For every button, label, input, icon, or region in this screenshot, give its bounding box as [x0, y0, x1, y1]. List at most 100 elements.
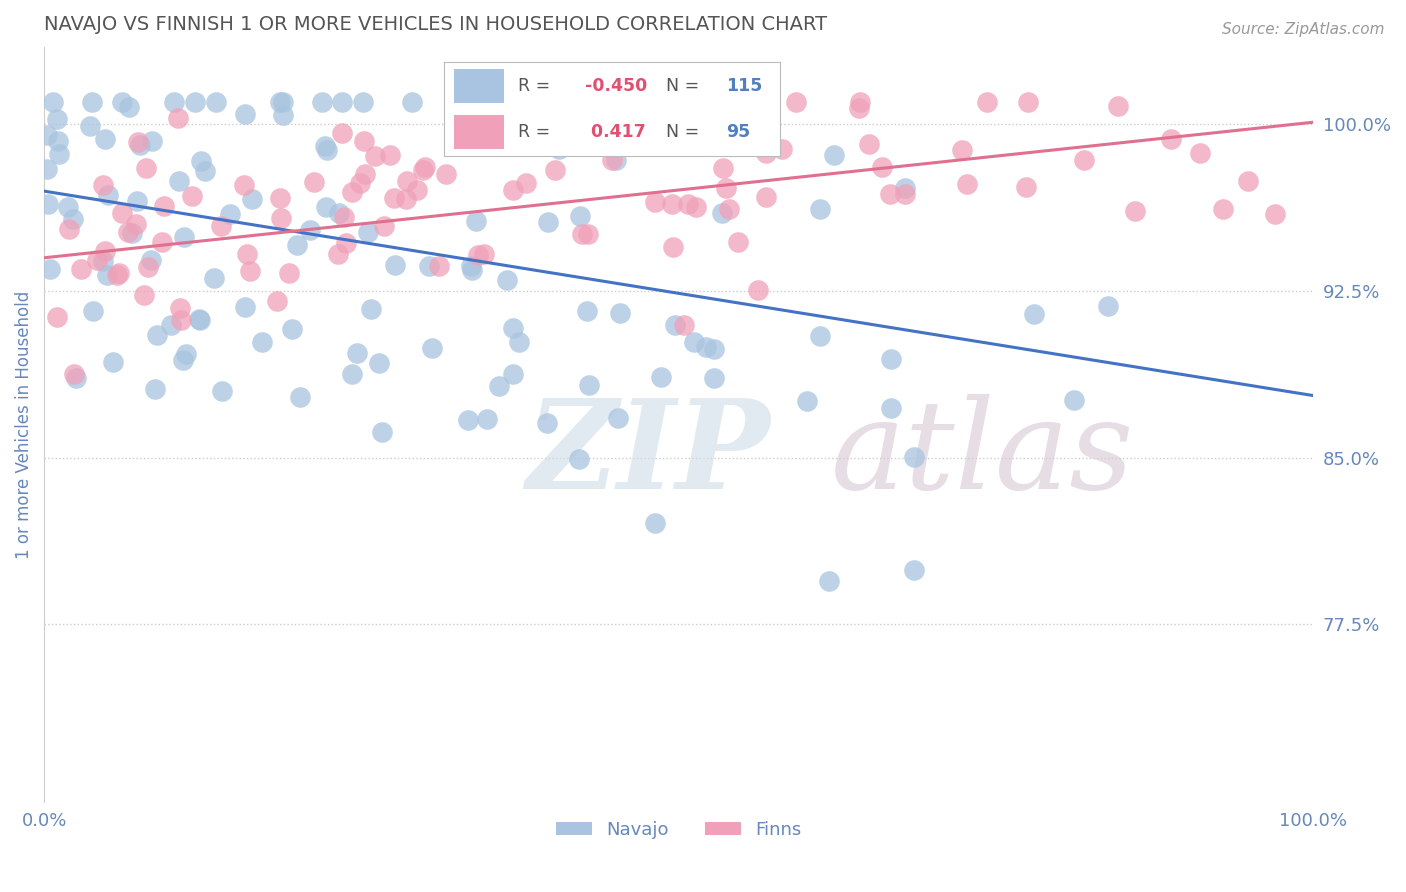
- Point: [727, 235, 749, 250]
- Point: [136, 260, 159, 274]
- Point: [173, 230, 195, 244]
- Point: [894, 186, 917, 201]
- Point: [211, 384, 233, 398]
- Point: [118, 100, 141, 114]
- Point: [39, 261, 62, 276]
- Point: [870, 160, 893, 174]
- Point: [364, 149, 387, 163]
- Point: [37, 197, 59, 211]
- Point: [879, 186, 901, 201]
- Point: [82, 304, 104, 318]
- Point: [298, 223, 321, 237]
- Point: [785, 95, 807, 110]
- Point: [703, 342, 725, 356]
- Point: [1160, 132, 1182, 146]
- Point: [536, 416, 558, 430]
- Point: [96, 268, 118, 282]
- Point: [139, 252, 162, 267]
- Point: [360, 301, 382, 316]
- Point: [382, 191, 405, 205]
- Point: [128, 137, 150, 152]
- Point: [236, 246, 259, 260]
- Point: [754, 190, 776, 204]
- Point: [311, 95, 333, 110]
- Point: [127, 135, 149, 149]
- Point: [823, 148, 845, 162]
- Point: [46, 112, 69, 126]
- Point: [1063, 392, 1085, 407]
- Point: [304, 175, 326, 189]
- Point: [488, 378, 510, 392]
- Point: [547, 142, 569, 156]
- Point: [346, 346, 368, 360]
- Point: [880, 401, 903, 416]
- Point: [1073, 153, 1095, 168]
- Point: [371, 425, 394, 439]
- Point: [685, 200, 707, 214]
- Point: [378, 148, 401, 162]
- Point: [316, 143, 339, 157]
- Point: [650, 370, 672, 384]
- Point: [103, 355, 125, 369]
- Point: [266, 293, 288, 308]
- Point: [496, 273, 519, 287]
- Point: [328, 206, 350, 220]
- Point: [502, 183, 524, 197]
- Point: [858, 137, 880, 152]
- Point: [718, 202, 741, 217]
- Point: [239, 264, 262, 278]
- Point: [903, 563, 925, 577]
- Point: [676, 197, 699, 211]
- Point: [1015, 180, 1038, 194]
- Point: [110, 206, 132, 220]
- Point: [460, 260, 482, 274]
- Point: [48, 146, 70, 161]
- Point: [457, 412, 479, 426]
- Point: [169, 301, 191, 316]
- Point: [330, 126, 353, 140]
- Point: [342, 185, 364, 199]
- Point: [367, 355, 389, 369]
- Point: [950, 143, 973, 157]
- Point: [91, 254, 114, 268]
- Point: [796, 393, 818, 408]
- Point: [711, 161, 734, 175]
- Point: [146, 327, 169, 342]
- Text: ZIP: ZIP: [526, 394, 770, 516]
- Point: [690, 109, 713, 123]
- Text: atlas: atlas: [831, 394, 1135, 516]
- Point: [1022, 307, 1045, 321]
- Point: [571, 227, 593, 241]
- Point: [204, 95, 226, 110]
- Point: [117, 225, 139, 239]
- Point: [56, 200, 79, 214]
- Point: [219, 207, 242, 221]
- Point: [209, 219, 232, 233]
- Point: [434, 167, 457, 181]
- Point: [395, 193, 418, 207]
- Point: [714, 180, 737, 194]
- Point: [703, 371, 725, 385]
- Point: [600, 153, 623, 167]
- Point: [330, 95, 353, 110]
- Point: [335, 235, 357, 250]
- Point: [544, 162, 567, 177]
- Point: [384, 258, 406, 272]
- Point: [193, 163, 215, 178]
- Point: [167, 174, 190, 188]
- Point: [184, 95, 207, 110]
- Point: [752, 95, 775, 110]
- Point: [418, 259, 440, 273]
- Point: [606, 411, 628, 425]
- Point: [818, 574, 841, 588]
- Point: [546, 127, 568, 141]
- Point: [976, 95, 998, 110]
- Point: [412, 163, 434, 178]
- Point: [315, 200, 337, 214]
- Point: [682, 335, 704, 350]
- Point: [86, 253, 108, 268]
- Point: [111, 95, 134, 110]
- Point: [187, 312, 209, 326]
- Legend: Navajo, Finns: Navajo, Finns: [548, 814, 808, 847]
- Point: [880, 351, 903, 366]
